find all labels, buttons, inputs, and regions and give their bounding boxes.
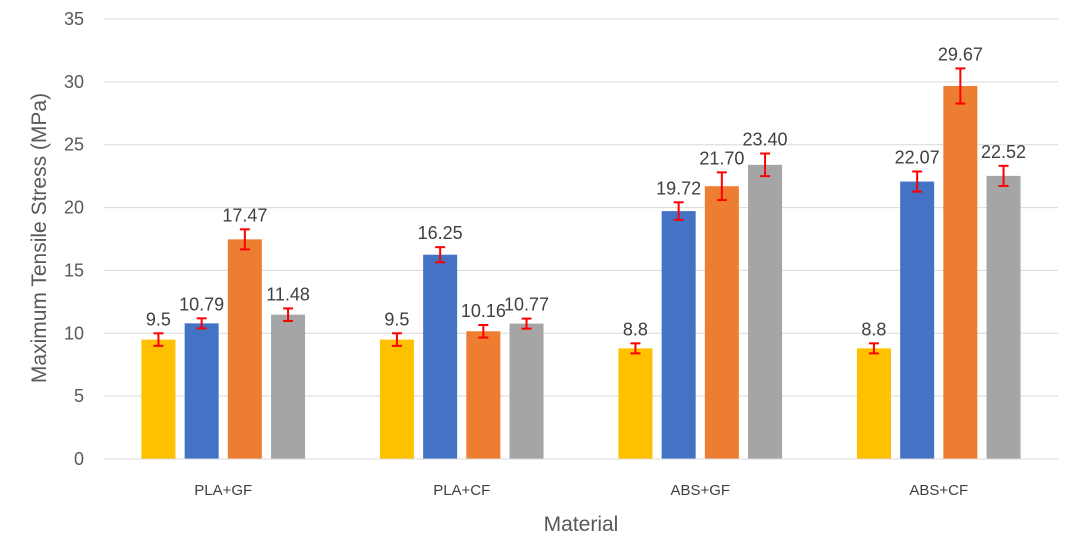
data-label: 10.79	[179, 294, 224, 314]
bar	[661, 211, 696, 459]
bar	[943, 86, 978, 460]
bar	[856, 348, 891, 459]
y-tick-label: 0	[74, 449, 84, 469]
error-bar	[716, 171, 727, 202]
error-bar	[196, 317, 207, 330]
error-bar	[435, 246, 446, 264]
error-bar	[673, 201, 684, 221]
data-label: 19.72	[656, 178, 701, 198]
data-label: 23.40	[743, 130, 788, 150]
data-label: 9.5	[384, 309, 409, 329]
data-label: 29.67	[938, 44, 983, 64]
y-tick-label: 35	[64, 9, 84, 29]
data-label: 22.07	[895, 147, 940, 167]
bar	[748, 164, 783, 460]
bar	[271, 314, 306, 459]
y-tick-label: 20	[64, 198, 84, 218]
x-tick-label: PLA+CF	[433, 482, 490, 499]
y-tick-label: 10	[64, 323, 84, 343]
error-bar	[912, 170, 923, 193]
data-label: 21.70	[699, 148, 744, 168]
data-label: 11.48	[266, 284, 310, 304]
gridlines	[104, 18, 1058, 460]
x-tick-label: PLA+GF	[194, 482, 252, 499]
bar	[704, 186, 739, 459]
data-label: 9.5	[146, 309, 171, 329]
error-bar	[283, 307, 294, 322]
y-tick-label: 15	[64, 260, 84, 280]
x-tick-label: ABS+CF	[909, 482, 968, 499]
y-tick-label: 25	[64, 135, 84, 155]
bar	[986, 175, 1021, 460]
bar	[900, 181, 935, 459]
data-label: 8.8	[623, 319, 648, 339]
error-bar	[955, 67, 966, 105]
x-tick-label: ABS+GF	[670, 482, 730, 499]
error-bar	[153, 332, 164, 347]
data-label: 8.8	[861, 319, 886, 339]
bar	[379, 339, 414, 459]
bar	[618, 348, 653, 459]
bar	[423, 254, 458, 459]
y-tick-label: 30	[64, 72, 84, 92]
data-label: 10.77	[504, 295, 549, 315]
x-axis-title: Material	[544, 513, 619, 536]
error-bar	[998, 164, 1009, 187]
error-bar	[630, 342, 641, 355]
bar	[227, 239, 262, 459]
bar	[509, 323, 544, 459]
error-bar	[478, 323, 489, 339]
error-bar	[391, 332, 402, 347]
data-label: 17.47	[222, 205, 267, 225]
error-bar	[868, 342, 879, 355]
y-axis-title: Maximum Tensile Stress (MPa)	[28, 93, 51, 383]
error-bar	[760, 152, 771, 178]
data-label: 10.16	[461, 301, 506, 321]
bar	[466, 331, 501, 459]
error-bar	[521, 317, 532, 330]
bar	[184, 323, 219, 459]
error-bar	[239, 228, 250, 251]
bars	[141, 67, 1021, 460]
data-label: 22.52	[981, 142, 1026, 162]
axis-ticks: 0 5 10 15 20 25 30 35 PLA+GF PLA+CF ABS+GF ABS+CF	[64, 9, 1058, 499]
y-tick-label: 5	[74, 386, 84, 406]
data-label: 16.25	[418, 223, 463, 243]
bar	[141, 339, 176, 459]
